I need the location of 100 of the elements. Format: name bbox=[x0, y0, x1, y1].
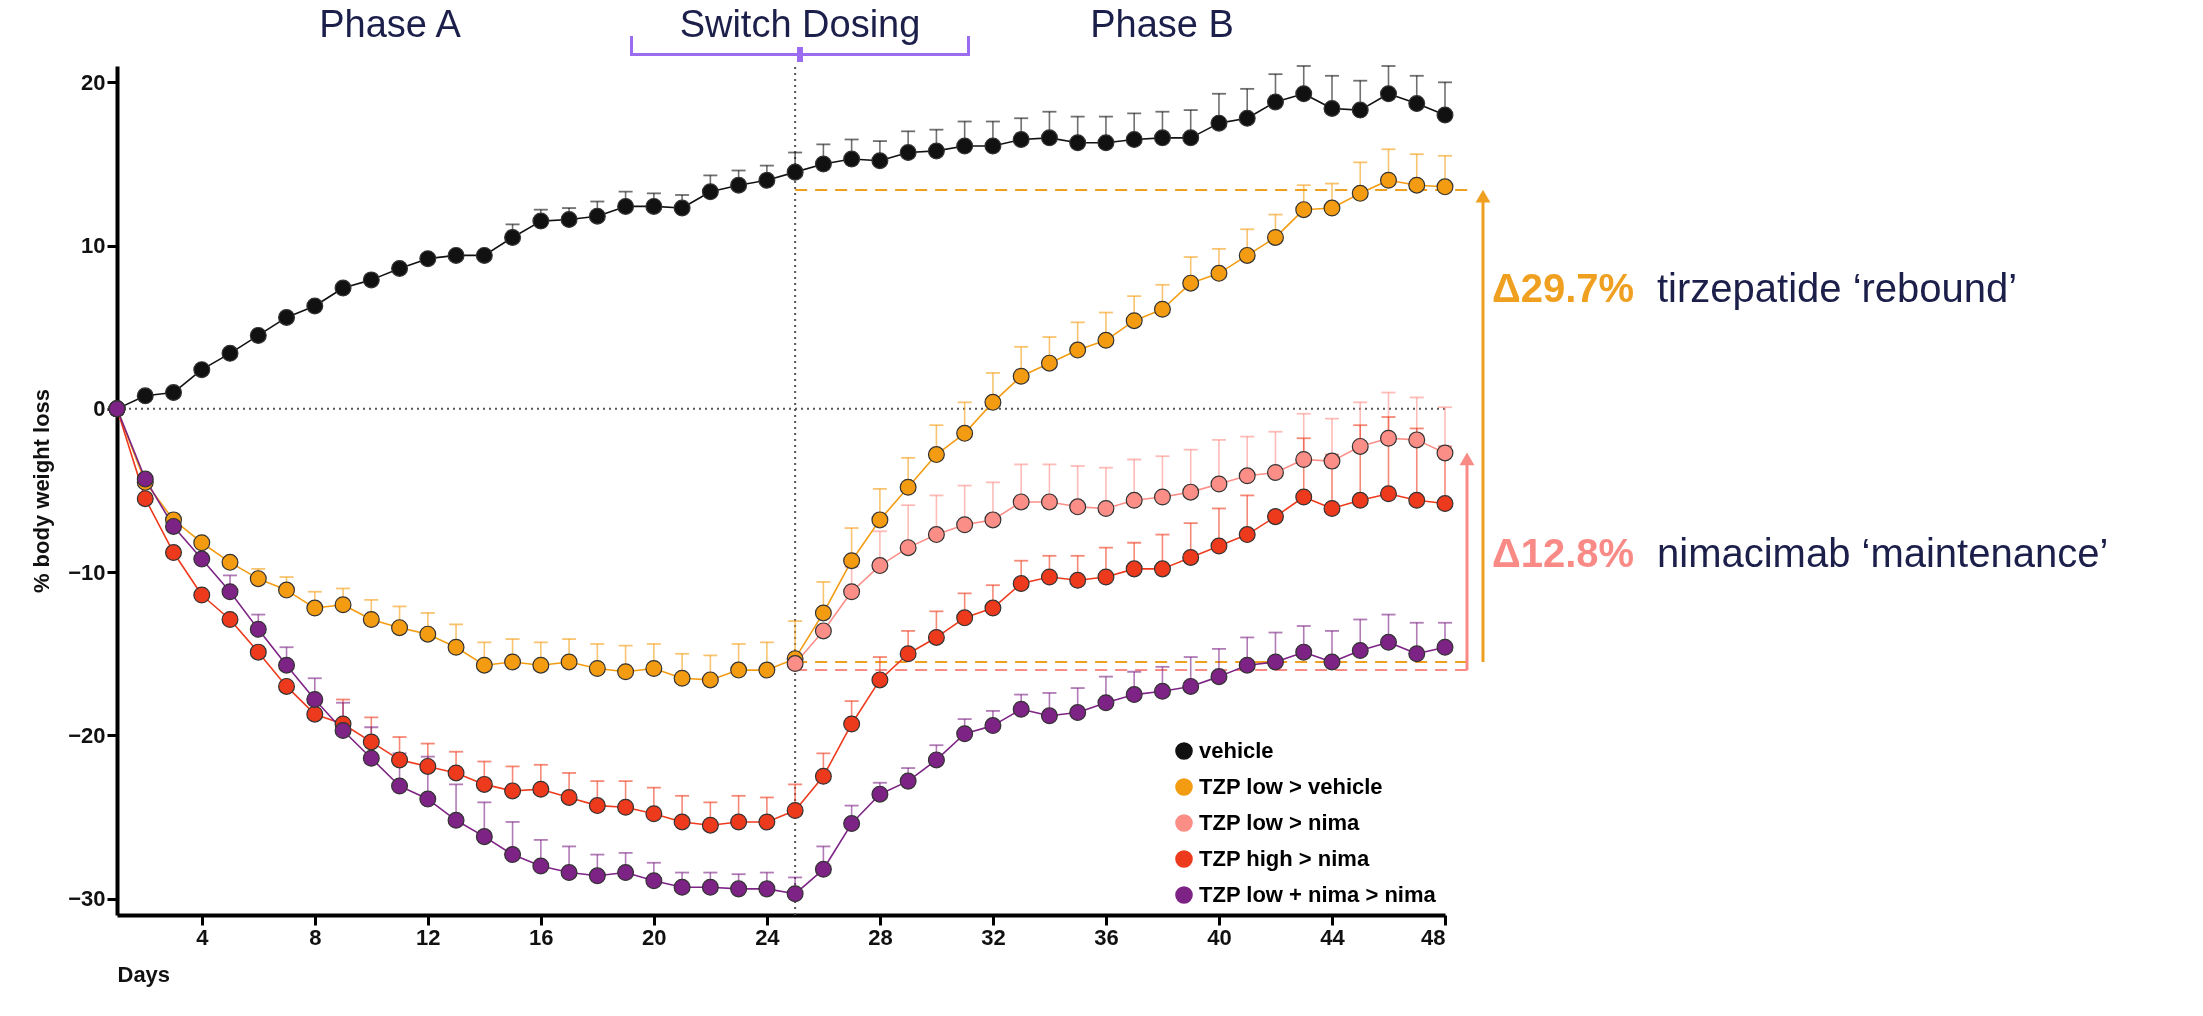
point bbox=[871, 511, 889, 529]
point bbox=[588, 867, 606, 885]
point bbox=[1323, 199, 1341, 217]
legend-label: TZP low > vehicle bbox=[1199, 774, 1383, 799]
point bbox=[419, 625, 437, 643]
point bbox=[1351, 101, 1369, 119]
x-tick-label: 20 bbox=[642, 924, 667, 950]
point bbox=[1379, 171, 1397, 189]
point bbox=[1153, 488, 1171, 506]
text: Δ29.7% tirzepatide ‘rebound’ bbox=[1492, 266, 2018, 310]
point bbox=[673, 813, 691, 831]
point bbox=[1153, 560, 1171, 578]
point bbox=[956, 424, 974, 442]
point bbox=[899, 772, 917, 790]
point bbox=[1323, 452, 1341, 470]
point bbox=[814, 860, 832, 878]
point bbox=[1069, 571, 1087, 589]
point bbox=[984, 717, 1002, 735]
text: Switch Dosing bbox=[679, 3, 921, 45]
point bbox=[249, 326, 267, 344]
point bbox=[278, 581, 296, 599]
point bbox=[1436, 495, 1454, 513]
point bbox=[701, 878, 719, 896]
point bbox=[136, 490, 154, 508]
point bbox=[1266, 228, 1284, 246]
point bbox=[1040, 129, 1058, 147]
text: Phase A bbox=[319, 3, 462, 45]
point bbox=[193, 361, 211, 379]
point bbox=[1069, 704, 1087, 722]
point bbox=[1210, 264, 1228, 282]
point bbox=[278, 677, 296, 695]
point bbox=[956, 137, 974, 155]
point bbox=[984, 393, 1002, 411]
point bbox=[419, 250, 437, 268]
point bbox=[1182, 677, 1200, 695]
point bbox=[730, 813, 748, 831]
point bbox=[1012, 575, 1030, 593]
point bbox=[1436, 444, 1454, 462]
point bbox=[1266, 464, 1284, 482]
point bbox=[1040, 354, 1058, 372]
point bbox=[447, 246, 465, 264]
point bbox=[1012, 700, 1030, 718]
point bbox=[956, 725, 974, 743]
point bbox=[871, 785, 889, 803]
point bbox=[1125, 491, 1143, 509]
point bbox=[843, 815, 861, 833]
point bbox=[475, 775, 493, 793]
point bbox=[984, 511, 1002, 529]
point bbox=[1069, 341, 1087, 359]
point bbox=[843, 150, 861, 168]
point bbox=[1069, 134, 1087, 152]
point bbox=[221, 610, 239, 628]
point bbox=[391, 777, 409, 795]
point bbox=[617, 798, 635, 816]
point bbox=[1069, 498, 1087, 516]
point bbox=[1295, 643, 1313, 661]
point bbox=[758, 661, 776, 679]
point bbox=[1408, 491, 1426, 509]
point bbox=[504, 653, 522, 671]
point bbox=[1323, 653, 1341, 671]
legend-label: vehicle bbox=[1199, 738, 1274, 763]
legend-label: TZP low > nima bbox=[1199, 810, 1361, 835]
point bbox=[532, 857, 550, 875]
point bbox=[560, 653, 578, 671]
point bbox=[306, 705, 324, 723]
point bbox=[532, 212, 550, 230]
point bbox=[560, 210, 578, 228]
point bbox=[447, 811, 465, 829]
point bbox=[1097, 499, 1115, 517]
point bbox=[1182, 483, 1200, 501]
point bbox=[927, 526, 945, 544]
point bbox=[1012, 493, 1030, 511]
point bbox=[1295, 450, 1313, 468]
point bbox=[504, 228, 522, 246]
point bbox=[249, 620, 267, 638]
point bbox=[1379, 485, 1397, 503]
point bbox=[1351, 437, 1369, 455]
x-tick-label: 4 bbox=[196, 924, 210, 950]
point bbox=[1351, 184, 1369, 202]
text: Phase B bbox=[1090, 3, 1234, 45]
x-axis-title: Days bbox=[117, 961, 171, 987]
y-axis-title: % body weight loss bbox=[29, 388, 55, 594]
point bbox=[1210, 537, 1228, 555]
point bbox=[362, 610, 380, 628]
point bbox=[136, 387, 154, 405]
point bbox=[1125, 686, 1143, 704]
point bbox=[730, 880, 748, 898]
legend-label: TZP high > nima bbox=[1199, 846, 1370, 871]
point bbox=[391, 259, 409, 277]
point bbox=[1040, 493, 1058, 511]
point bbox=[278, 656, 296, 674]
point bbox=[504, 782, 522, 800]
point bbox=[588, 797, 606, 815]
point bbox=[1182, 274, 1200, 292]
point bbox=[701, 671, 719, 689]
x-tick-label: 8 bbox=[309, 924, 322, 950]
point bbox=[984, 599, 1002, 617]
point bbox=[1097, 694, 1115, 712]
point bbox=[814, 767, 832, 785]
point bbox=[249, 570, 267, 588]
